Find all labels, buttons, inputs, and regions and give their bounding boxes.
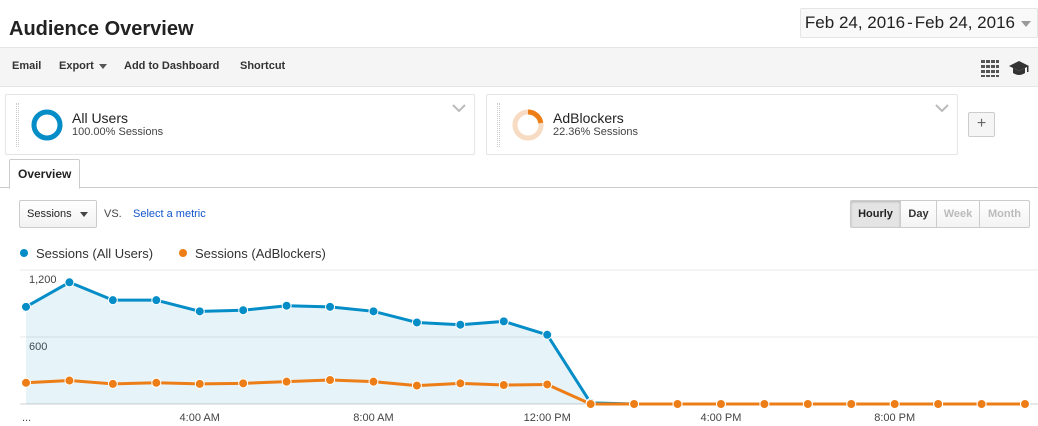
y-tick-label: 600 xyxy=(29,341,47,353)
data-point xyxy=(325,301,336,312)
granularity-month-button: Month xyxy=(979,200,1030,228)
metric-selected: Sessions xyxy=(27,208,72,220)
export-button[interactable]: Export xyxy=(59,60,107,72)
data-point xyxy=(715,399,726,409)
data-point xyxy=(21,301,31,312)
data-point xyxy=(976,399,987,409)
data-point xyxy=(151,377,162,388)
data-point xyxy=(1020,399,1030,409)
data-point xyxy=(629,399,640,409)
data-point xyxy=(194,306,205,317)
data-point xyxy=(455,319,466,330)
drag-handle-icon[interactable] xyxy=(16,103,19,147)
segment-card-adblockers[interactable]: AdBlockers 22.36% Sessions xyxy=(486,94,958,155)
chevron-down-icon xyxy=(98,63,107,69)
segment-share: 22.36% Sessions xyxy=(553,126,638,138)
x-tick-label: 8:00 AM xyxy=(353,412,393,424)
vs-label: VS. xyxy=(104,208,122,220)
email-button[interactable]: Email xyxy=(12,60,42,72)
data-point xyxy=(455,378,466,389)
select-metric-link[interactable]: Select a metric xyxy=(133,208,206,220)
add-segment-button[interactable]: + xyxy=(968,112,995,137)
data-point xyxy=(542,379,553,390)
segment-name: AdBlockers xyxy=(553,110,624,126)
tab-overview[interactable]: Overview xyxy=(9,159,81,189)
data-point xyxy=(542,329,553,340)
export-label: Export xyxy=(59,60,94,72)
drag-handle-icon[interactable] xyxy=(497,103,500,147)
x-tick-label: 4:00 PM xyxy=(700,412,741,424)
segment-donut-icon xyxy=(31,109,63,141)
data-point xyxy=(281,300,292,311)
data-point xyxy=(368,376,379,387)
legend-item-adblockers: Sessions (AdBlockers) xyxy=(179,246,326,261)
series-area xyxy=(26,282,1025,404)
date-range-picker[interactable]: Feb 24, 2016- Feb 24, 2016 xyxy=(799,8,1038,38)
data-point xyxy=(238,378,249,389)
data-point xyxy=(759,399,770,409)
chevron-down-icon[interactable] xyxy=(452,103,466,113)
legend-item-all-users: Sessions (All Users) xyxy=(20,246,153,261)
metric-dropdown[interactable]: Sessions xyxy=(19,200,97,228)
data-point xyxy=(325,374,336,385)
chevron-down-icon xyxy=(1021,21,1031,27)
data-point xyxy=(194,378,205,389)
data-point xyxy=(281,376,292,387)
page-title: Audience Overview xyxy=(9,18,194,40)
data-point xyxy=(64,375,75,386)
x-tick-label: 12:00 PM xyxy=(524,412,571,424)
data-point xyxy=(672,399,683,409)
add-to-dashboard-button[interactable]: Add to Dashboard xyxy=(124,60,220,72)
data-point xyxy=(411,317,422,328)
data-point xyxy=(498,380,509,391)
data-point xyxy=(238,305,249,316)
granularity-day-button[interactable]: Day xyxy=(900,200,937,228)
data-point xyxy=(889,399,900,409)
x-tick-label: ... xyxy=(22,412,31,424)
sessions-line-chart: 1,200 600... 4:00 AM 8:00 AM 12:00 PM 4:00 PM… xyxy=(20,269,1038,424)
chevron-down-icon xyxy=(80,212,88,217)
data-point xyxy=(21,377,31,388)
segment-share: 100.00% Sessions xyxy=(72,126,164,138)
legend-label: Sessions (All Users) xyxy=(36,246,154,261)
data-point xyxy=(411,380,422,391)
data-point xyxy=(846,399,857,409)
granularity-week-button: Week xyxy=(936,200,980,228)
date-separator: - xyxy=(907,13,913,32)
series-line xyxy=(25,378,1025,406)
data-point xyxy=(151,295,162,306)
data-point xyxy=(368,306,379,317)
graduation-cap-icon[interactable] xyxy=(1008,58,1030,78)
y-tick-label: 1,200 xyxy=(29,274,57,286)
data-point xyxy=(933,399,944,409)
date-end: Feb 24, 2016 xyxy=(914,13,1015,32)
granularity-hourly-button[interactable]: Hourly xyxy=(850,200,901,228)
grid-icon[interactable] xyxy=(980,58,1000,78)
x-tick-label: 4:00 AM xyxy=(180,412,220,424)
data-point xyxy=(107,378,118,389)
chevron-down-icon[interactable] xyxy=(935,103,949,113)
segment-name: All Users xyxy=(72,110,129,126)
x-tick-label: 8:00 PM xyxy=(874,412,915,424)
segment-card-all-users[interactable]: All Users 100.00% Sessions xyxy=(5,94,475,155)
shortcut-button[interactable]: Shortcut xyxy=(240,60,286,72)
data-point xyxy=(64,277,75,288)
legend-label: Sessions (AdBlockers) xyxy=(195,246,326,261)
tab-bar-divider xyxy=(0,187,1038,188)
data-point xyxy=(107,295,118,306)
segment-donut-icon xyxy=(512,109,544,141)
legend-dot-icon xyxy=(179,249,187,257)
legend-dot-icon xyxy=(20,249,28,257)
report-toolbar: Email Export Add to Dashboard Shortcut xyxy=(0,47,1038,87)
data-point xyxy=(585,399,596,409)
data-point xyxy=(802,399,813,409)
data-point xyxy=(498,316,509,327)
date-start: Feb 24, 2016 xyxy=(804,13,906,32)
